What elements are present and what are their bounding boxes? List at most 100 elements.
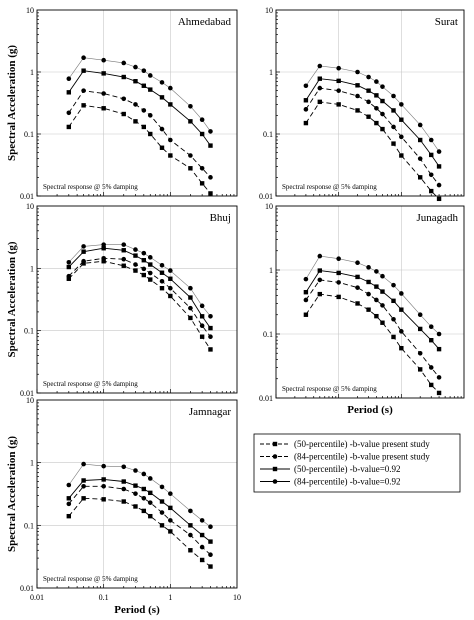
chart-junagadh-series-84-percentile-b-value-present-study-point xyxy=(336,280,341,285)
chart-ahmedabad-series-50-percentile-b-value-0-92-point xyxy=(66,90,72,95)
chart-ahmedabad-series-50-percentile-b-value-present-study-line xyxy=(68,104,211,194)
chart-bhuj-series-84-percentile-b-value-present-study-point xyxy=(147,270,153,276)
chart-junagadh-series-84-percentile-b-value-present-study-point xyxy=(399,329,404,334)
chart-junagadh-series-84-percentile-b-value-present-study-point xyxy=(303,297,309,303)
chart-jamnagar-series-84-percentile-b-value-0-92-point xyxy=(188,508,193,514)
chart-junagadh-series-50-percentile-b-value-0-92-point xyxy=(336,270,341,276)
chart-surat-series-84-percentile-b-value-0-92-line xyxy=(305,65,440,152)
chart-bhuj: 0.01 0.1 1 10 Bhuj Spectral response @ 5% dam… xyxy=(6,202,238,398)
chart-bhuj-series-50-percentile-b-value-0-92-point xyxy=(208,325,213,331)
chart-ahmedabad-series-84-percentile-b-value-present-study-point xyxy=(159,126,165,132)
chart-surat-series-84-percentile-b-value-present-study-point xyxy=(366,99,371,105)
chart-junagadh-series-84-percentile-b-value-present-study-point xyxy=(366,291,371,297)
chart-ahmedabad-series-84-percentile-b-value-present-study-point xyxy=(168,137,173,143)
chart-junagadh-series-84-percentile-b-value-present-study-point xyxy=(417,350,423,356)
chart-surat-series-50-percentile-b-value-present-study-line xyxy=(305,101,440,200)
chart-bhuj-series-84-percentile-b-value-present-study-point xyxy=(159,278,165,284)
chart-bhuj-annotation: Spectral response @ 5% damping xyxy=(43,380,138,388)
chart-jamnagar-x-axis-label: Period (s) xyxy=(114,604,160,616)
chart-surat-series-50-percentile-b-value-present-study-point xyxy=(366,114,371,119)
legend-label-1: (50-percentile) -b-value present study xyxy=(294,439,430,449)
chart-jamnagar-series-50-percentile-b-value-present-study-point xyxy=(148,513,153,519)
chart-ahmedabad-series-50-percentile-b-value-present-study-point xyxy=(141,124,147,130)
chart-surat-series-84-percentile-b-value-present-study-point xyxy=(436,182,442,188)
chart-ahmedabad-series-50-percentile-b-value-0-92 xyxy=(66,68,213,148)
chart-bhuj-series-50-percentile-b-value-present-study-point xyxy=(159,286,165,291)
chart-surat-series-50-percentile-b-value-present-study xyxy=(303,99,442,202)
chart-ahmedabad-series-50-percentile-b-value-present-study-point xyxy=(168,153,173,158)
chart-bhuj-series-50-percentile-b-value-present-study-point xyxy=(188,315,193,321)
chart-junagadh-series-84-percentile-b-value-0-92-point xyxy=(436,331,442,337)
chart-surat-series-50-percentile-b-value-present-study-point xyxy=(374,120,379,126)
chart-surat-series-50-percentile-b-value-present-study-point xyxy=(317,99,323,105)
chart-junagadh-series-84-percentile-b-value-0-92-point xyxy=(391,282,396,288)
chart-surat-series-84-percentile-b-value-present-study-point xyxy=(336,88,341,93)
chart-jamnagar-series-84-percentile-b-value-present-study-point xyxy=(188,532,193,538)
chart-surat-series-84-percentile-b-value-0-92-point xyxy=(303,83,309,89)
chart-jamnagar-series-50-percentile-b-value-0-92-point xyxy=(133,483,138,488)
chart-bhuj-plot-frame xyxy=(36,205,238,394)
chart-surat-series-50-percentile-b-value-0-92-point xyxy=(391,108,396,113)
chart-surat-series-84-percentile-b-value-present-study-point xyxy=(417,156,423,161)
chart-junagadh-series-84-percentile-b-value-0-92-point xyxy=(317,253,323,259)
chart-ahmedabad-series-50-percentile-b-value-0-92-point xyxy=(159,95,165,100)
chart-surat-series-84-percentile-b-value-0-92-point xyxy=(399,102,404,107)
chart-jamnagar-series-84-percentile-b-value-0-92-point xyxy=(159,484,165,490)
chart-surat-y-tick-label: 0.1 xyxy=(263,130,273,139)
chart-jamnagar-series-84-percentile-b-value-0-92-point xyxy=(101,463,106,469)
chart-bhuj-series-84-percentile-b-value-0-92-point xyxy=(101,242,106,247)
chart-junagadh-series-84-percentile-b-value-0-92-point xyxy=(399,291,404,296)
chart-jamnagar-series-84-percentile-b-value-present-study-point xyxy=(168,518,173,523)
chart-surat-series-50-percentile-b-value-0-92-point xyxy=(317,76,323,81)
chart-junagadh-series-50-percentile-b-value-present-study-point xyxy=(374,313,379,319)
chart-jamnagar-annotation: Spectral response @ 5% damping xyxy=(43,575,138,583)
chart-junagadh-series-84-percentile-b-value-0-92-line xyxy=(305,255,440,335)
chart-bhuj-series-50-percentile-b-value-0-92-point xyxy=(199,314,205,319)
chart-surat-series-84-percentile-b-value-0-92-point xyxy=(317,63,323,69)
chart-bhuj-series-84-percentile-b-value-present-study-point xyxy=(141,266,147,272)
chart-ahmedabad-series-84-percentile-b-value-present-study-point xyxy=(208,175,213,180)
chart-junagadh-series-50-percentile-b-value-present-study-point xyxy=(399,345,404,351)
chart-jamnagar-series-84-percentile-b-value-0-92 xyxy=(66,461,213,530)
chart-ahmedabad-annotation: Spectral response @ 5% damping xyxy=(43,183,138,191)
chart-bhuj-y-tick-label: 10 xyxy=(26,202,34,211)
chart-bhuj-y-axis-label: Spectral Acceleration (g) xyxy=(6,241,18,357)
chart-jamnagar-series-50-percentile-b-value-0-92-point xyxy=(101,477,106,482)
chart-ahmedabad-series-50-percentile-b-value-0-92-point xyxy=(133,79,138,84)
chart-surat-series-84-percentile-b-value-present-study-point xyxy=(317,85,323,91)
chart-jamnagar-series-50-percentile-b-value-0-92 xyxy=(66,477,213,544)
chart-jamnagar-series-50-percentile-b-value-present-study-point xyxy=(121,499,126,504)
chart-bhuj-series-84-percentile-b-value-present-study-point xyxy=(208,334,213,340)
chart-junagadh-series-84-percentile-b-value-0-92-point xyxy=(355,260,360,266)
chart-surat-series-84-percentile-b-value-present-study-point xyxy=(374,105,379,111)
chart-surat-series-50-percentile-b-value-present-study-point xyxy=(417,175,423,180)
chart-ahmedabad-series-84-percentile-b-value-present-study-point xyxy=(121,96,127,102)
chart-bhuj-series-50-percentile-b-value-present-study-point xyxy=(208,347,213,352)
chart-junagadh-series-84-percentile-b-value-present-study-point xyxy=(380,303,385,308)
chart-ahmedabad-y-tick-label: 10 xyxy=(26,6,34,15)
chart-bhuj-y-tick-label: 0.01 xyxy=(20,389,34,398)
chart-junagadh-series-50-percentile-b-value-present-study-point xyxy=(366,307,371,312)
chart-ahmedabad-series-50-percentile-b-value-present-study-point xyxy=(208,191,213,196)
chart-ahmedabad-series-50-percentile-b-value-0-92-point xyxy=(188,119,193,124)
chart-ahmedabad-series-50-percentile-b-value-present-study-point xyxy=(159,145,165,150)
chart-jamnagar: 0.01 0.1 1 10 0.01 0.1 1 10 Jamnagar Spectral res… xyxy=(6,396,241,616)
chart-surat-series-84-percentile-b-value-0-92-point xyxy=(428,137,434,143)
chart-surat-series-84-percentile-b-value-0-92-point xyxy=(374,79,379,84)
chart-junagadh-series-50-percentile-b-value-0-92-point xyxy=(436,346,442,352)
chart-jamnagar-series-84-percentile-b-value-present-study-point xyxy=(141,496,147,501)
chart-ahmedabad-series-84-percentile-b-value-0-92-point xyxy=(81,55,86,61)
chart-junagadh-series-84-percentile-b-value-present-study-point xyxy=(428,365,434,370)
chart-surat-series-50-percentile-b-value-present-study-point xyxy=(380,126,385,132)
chart-ahmedabad-series-50-percentile-b-value-0-92-point xyxy=(141,83,147,88)
chart-bhuj-series-84-percentile-b-value-present-study-point xyxy=(66,273,72,279)
chart-bhuj-series-84-percentile-b-value-present-study-point xyxy=(133,262,138,267)
chart-ahmedabad-plot-frame xyxy=(36,9,238,197)
chart-junagadh-series-50-percentile-b-value-0-92 xyxy=(303,268,442,352)
chart-junagadh-series-50-percentile-b-value-0-92-point xyxy=(303,289,309,295)
chart-bhuj-series-50-percentile-b-value-present-study-point xyxy=(101,259,106,264)
chart-jamnagar-x-tick-label: 1 xyxy=(168,593,172,602)
chart-bhuj-y-tick-label: 0.1 xyxy=(24,327,34,336)
chart-jamnagar-series-50-percentile-b-value-present-study-point xyxy=(133,504,138,509)
chart-ahmedabad-y-tick-label: 1 xyxy=(30,68,34,77)
